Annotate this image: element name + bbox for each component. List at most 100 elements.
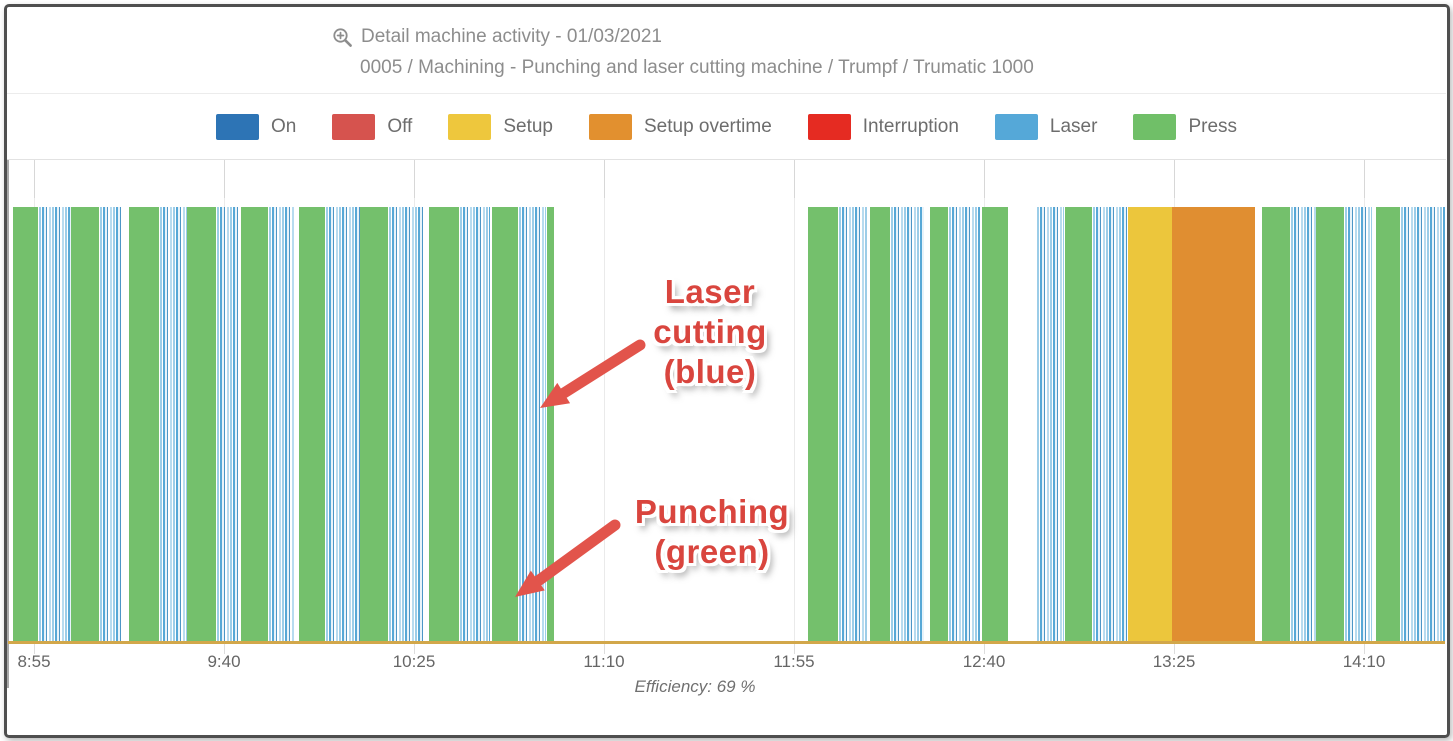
axis-tick xyxy=(1174,644,1175,654)
x-tick-label: 12:40 xyxy=(962,652,1006,671)
activity-segment-laser[interactable] xyxy=(459,207,490,641)
legend-label: Press xyxy=(1188,115,1238,137)
legend-swatch xyxy=(1133,113,1177,140)
grid-tick xyxy=(604,160,605,198)
annotation-line: (green) xyxy=(654,533,770,570)
x-tick-label: 10:25 xyxy=(392,652,436,671)
axis-tick xyxy=(604,644,605,654)
activity-segment-press[interactable] xyxy=(492,207,518,641)
x-tick-label: 8:55 xyxy=(17,652,51,671)
grid-tick xyxy=(1174,160,1175,198)
activity-segment-laser[interactable] xyxy=(388,207,424,641)
legend-divider xyxy=(7,159,1446,160)
legend-item-laser[interactable]: Laser xyxy=(994,113,1098,140)
activity-segment-laser[interactable] xyxy=(1092,207,1127,641)
annotation-line: Laser xyxy=(664,273,756,310)
legend-item-press[interactable]: Press xyxy=(1133,113,1238,140)
activity-segment-laser[interactable] xyxy=(1290,207,1316,641)
grid-tick xyxy=(224,160,225,198)
chart-title: Detail machine activity - 01/03/2021 xyxy=(361,26,662,47)
activity-segment-press[interactable] xyxy=(870,207,890,641)
annotation-line: Punching xyxy=(634,493,790,530)
y-axis-line xyxy=(7,160,9,688)
activity-segment-press[interactable] xyxy=(429,207,459,641)
legend-swatch xyxy=(332,113,376,140)
activity-segment-laser[interactable] xyxy=(1344,207,1372,641)
header-divider xyxy=(7,93,1446,94)
gridline xyxy=(604,160,605,641)
legend-swatch xyxy=(215,113,259,140)
activity-segment-laser[interactable] xyxy=(159,207,187,641)
activity-segment-press[interactable] xyxy=(129,207,159,641)
annotation-laser-cutting: Laser cutting (blue) xyxy=(620,272,800,392)
x-tick-label: 13:25 xyxy=(1152,652,1196,671)
axis-tick xyxy=(984,644,985,654)
grid-tick xyxy=(34,160,35,198)
activity-segment-laser[interactable] xyxy=(948,207,980,641)
legend-item-setup[interactable]: Setup xyxy=(448,113,553,140)
legend-swatch xyxy=(448,113,492,140)
activity-segment-press[interactable] xyxy=(1316,207,1344,641)
grid-tick xyxy=(414,160,415,198)
legend-label: Off xyxy=(387,115,413,137)
legend-swatch xyxy=(588,113,632,140)
axis-tick xyxy=(224,644,225,654)
axis-tick xyxy=(794,644,795,654)
activity-timeline: Efficiency: 69 % 8:55 9:40 10:25 11:10 11:55… xyxy=(8,160,1445,696)
chart-subtitle: 0005 / Machining - Punching and laser cu… xyxy=(360,57,1034,78)
legend-item-interruption[interactable]: Interruption xyxy=(807,113,959,140)
grid-tick xyxy=(984,160,985,198)
activity-segment-setup_overtime[interactable] xyxy=(1172,207,1255,641)
grid-tick xyxy=(1364,160,1365,198)
efficiency-label: Efficiency: 69 % xyxy=(634,677,756,696)
activity-segment-laser[interactable] xyxy=(1400,207,1445,641)
legend-label: Interruption xyxy=(862,115,959,137)
grid-tick xyxy=(794,160,795,198)
x-axis-line xyxy=(8,641,1445,644)
zoom-in-icon[interactable] xyxy=(332,27,353,48)
legend-item-on[interactable]: On xyxy=(215,113,297,140)
activity-segment-press[interactable] xyxy=(808,207,838,641)
activity-segment-laser[interactable] xyxy=(99,207,121,641)
activity-segment-press[interactable] xyxy=(1065,207,1092,641)
x-tick-label: 11:10 xyxy=(583,652,625,671)
x-tick-label: 11:55 xyxy=(773,652,815,671)
legend-item-setup-overtime[interactable]: Setup overtime xyxy=(588,113,772,140)
activity-segment-laser[interactable] xyxy=(38,207,71,641)
legend-label: On xyxy=(270,115,297,137)
annotation-punching: Punching (green) xyxy=(612,492,812,572)
activity-segment-press[interactable] xyxy=(1262,207,1290,641)
activity-segment-laser[interactable] xyxy=(325,207,360,641)
legend-label: Setup xyxy=(503,115,553,137)
activity-segment-press[interactable] xyxy=(241,207,268,641)
annotation-line: cutting xyxy=(653,313,767,350)
activity-segment-laser[interactable] xyxy=(1036,207,1064,641)
activity-segment-press[interactable] xyxy=(982,207,1008,641)
activity-segment-press[interactable] xyxy=(547,207,554,641)
activity-segment-setup[interactable] xyxy=(1128,207,1172,641)
activity-segment-laser[interactable] xyxy=(890,207,924,641)
activity-segment-laser[interactable] xyxy=(268,207,294,641)
activity-segment-press[interactable] xyxy=(13,207,38,641)
gridline xyxy=(794,160,795,641)
chart-header: Detail machine activity - 01/03/2021 xyxy=(332,26,662,48)
axis-tick xyxy=(1364,644,1365,654)
axis-tick xyxy=(34,644,35,654)
legend-swatch xyxy=(807,113,851,140)
legend-item-off[interactable]: Off xyxy=(332,113,413,140)
x-tick-label: 14:10 xyxy=(1342,652,1386,671)
legend-label: Laser xyxy=(1049,115,1098,137)
activity-segment-press[interactable] xyxy=(360,207,388,641)
activity-segment-press[interactable] xyxy=(930,207,948,641)
legend-label: Setup overtime xyxy=(643,115,772,137)
legend: On Off Setup Setup overtime Interruption Lase… xyxy=(0,94,1453,159)
activity-segment-laser[interactable] xyxy=(216,207,240,641)
activity-segment-press[interactable] xyxy=(299,207,325,641)
activity-segment-press[interactable] xyxy=(1376,207,1400,641)
activity-segment-press[interactable] xyxy=(187,207,216,641)
annotation-line: (blue) xyxy=(663,353,757,390)
activity-segment-press[interactable] xyxy=(71,207,99,641)
activity-segment-laser[interactable] xyxy=(518,207,546,641)
x-tick-label: 9:40 xyxy=(207,652,241,671)
activity-segment-laser[interactable] xyxy=(838,207,868,641)
